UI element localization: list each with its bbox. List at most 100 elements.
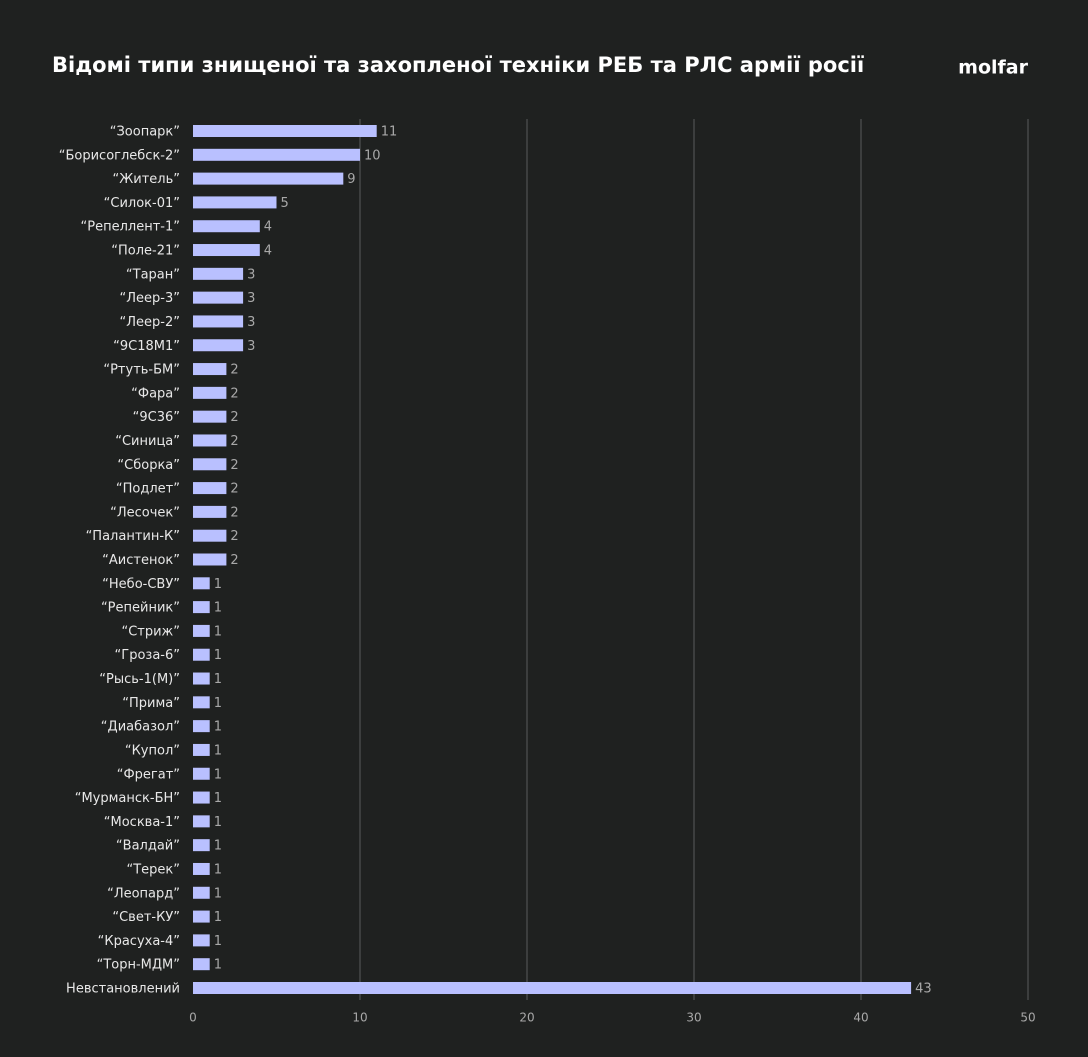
bar bbox=[193, 553, 227, 566]
category-label: “Красуха-4” bbox=[98, 934, 180, 949]
category-label: “Таран” bbox=[126, 267, 180, 282]
bar bbox=[193, 815, 210, 828]
value-label: 2 bbox=[230, 363, 238, 378]
value-label: 1 bbox=[214, 910, 222, 925]
bar bbox=[193, 767, 210, 780]
bar bbox=[193, 624, 210, 637]
category-label: “Фара” bbox=[131, 386, 180, 401]
value-label: 1 bbox=[214, 720, 222, 735]
category-label: “Ртуть-БМ” bbox=[103, 363, 180, 378]
category-label: “Москва-1” bbox=[104, 815, 180, 830]
bar bbox=[193, 291, 244, 304]
bar bbox=[193, 363, 227, 376]
bar bbox=[193, 125, 377, 137]
value-label: 1 bbox=[214, 767, 222, 782]
value-label: 2 bbox=[230, 505, 238, 520]
bar bbox=[193, 958, 210, 971]
value-label: 1 bbox=[214, 672, 222, 687]
category-label: “9С36” bbox=[133, 410, 180, 425]
bar bbox=[193, 267, 244, 280]
category-label: “Аистенок” bbox=[102, 553, 180, 568]
bar bbox=[193, 458, 227, 471]
bar bbox=[193, 839, 210, 852]
value-label: 2 bbox=[230, 553, 238, 568]
bar bbox=[193, 862, 210, 875]
bar bbox=[193, 410, 227, 423]
bar bbox=[193, 505, 227, 518]
category-label: “Силок-01” bbox=[104, 196, 180, 211]
value-label: 1 bbox=[214, 839, 222, 854]
category-label: “Рысь-1(М)” bbox=[99, 672, 180, 687]
value-label: 1 bbox=[214, 696, 222, 711]
category-label: “Прима” bbox=[122, 696, 180, 711]
value-label: 2 bbox=[230, 410, 238, 425]
x-tick-label: 30 bbox=[686, 1011, 701, 1025]
bar bbox=[193, 910, 210, 923]
category-label: “Фрегат” bbox=[117, 767, 180, 782]
x-tick-label: 40 bbox=[853, 1011, 868, 1025]
category-label: “Терек” bbox=[126, 862, 180, 877]
category-label: “Синица” bbox=[115, 434, 180, 449]
x-tick-label: 20 bbox=[519, 1011, 534, 1025]
category-label: “Житель” bbox=[113, 172, 180, 187]
value-label: 2 bbox=[230, 529, 238, 544]
category-label: “Зоопарк” bbox=[110, 125, 180, 140]
bar bbox=[193, 743, 210, 756]
bar bbox=[193, 434, 227, 447]
category-label: “Гроза-6” bbox=[115, 648, 180, 663]
value-label: 10 bbox=[364, 148, 381, 163]
bar bbox=[193, 482, 227, 495]
value-label: 1 bbox=[214, 601, 222, 616]
value-label: 1 bbox=[214, 815, 222, 830]
bar bbox=[193, 196, 277, 209]
value-label: 1 bbox=[214, 958, 222, 973]
logo: molfar bbox=[958, 57, 1028, 79]
category-label: “Диабазол” bbox=[101, 720, 180, 735]
bar bbox=[193, 982, 912, 994]
value-label: 4 bbox=[264, 244, 272, 259]
value-label: 1 bbox=[214, 648, 222, 663]
category-label: “Палантин-К” bbox=[86, 529, 180, 544]
category-label: “Сборка” bbox=[117, 458, 180, 473]
bar bbox=[193, 934, 210, 947]
value-label: 3 bbox=[247, 291, 255, 306]
value-label: 2 bbox=[230, 386, 238, 401]
category-label: “Подлет” bbox=[116, 482, 180, 497]
value-label: 2 bbox=[230, 482, 238, 497]
bar bbox=[193, 244, 260, 257]
bar bbox=[193, 886, 210, 899]
value-label: 3 bbox=[247, 267, 255, 282]
value-label: 1 bbox=[214, 886, 222, 901]
value-label: 2 bbox=[230, 458, 238, 473]
value-label: 3 bbox=[247, 315, 255, 330]
value-label: 3 bbox=[247, 339, 255, 354]
value-label: 4 bbox=[264, 220, 272, 235]
value-label: 11 bbox=[381, 125, 398, 140]
bar bbox=[193, 648, 210, 661]
bar bbox=[193, 148, 360, 161]
category-label: “Репейник” bbox=[101, 601, 180, 616]
bar bbox=[193, 386, 227, 399]
category-label: Невстановлений bbox=[66, 982, 180, 997]
bar bbox=[193, 315, 244, 328]
category-label: “Репеллент-1” bbox=[81, 220, 180, 235]
value-label: 1 bbox=[214, 934, 222, 949]
category-label: “Поле-21” bbox=[111, 244, 180, 259]
value-label: 5 bbox=[281, 196, 289, 211]
bar bbox=[193, 529, 227, 542]
value-label: 1 bbox=[214, 624, 222, 639]
x-tick-label: 50 bbox=[1020, 1011, 1035, 1025]
category-label: “Мурманск-БН” bbox=[75, 791, 180, 806]
value-label: 2 bbox=[230, 434, 238, 449]
bar bbox=[193, 696, 210, 709]
category-label: “Стриж” bbox=[121, 624, 180, 639]
category-label: “Валдай” bbox=[116, 839, 180, 854]
value-label: 1 bbox=[214, 862, 222, 877]
category-label: “Небо-СВУ” bbox=[102, 577, 180, 592]
category-label: “Свет-КУ” bbox=[112, 910, 180, 925]
category-label: “Леер-3” bbox=[120, 291, 180, 306]
category-label: “Купол” bbox=[125, 743, 180, 758]
bar bbox=[193, 672, 210, 685]
